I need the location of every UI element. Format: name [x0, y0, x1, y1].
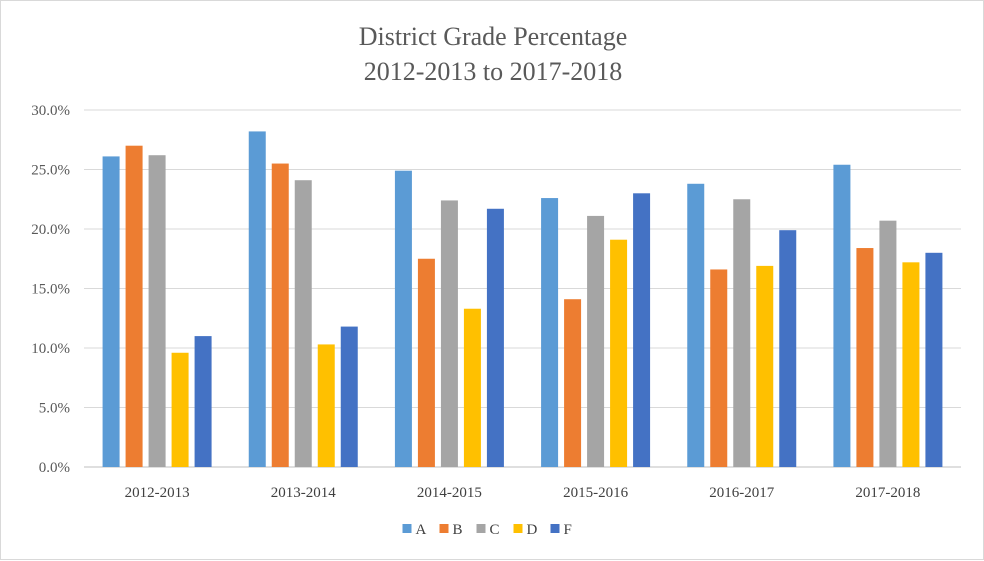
y-tick-label: 25.0%	[31, 163, 70, 179]
legend-swatch-f	[550, 524, 560, 533]
bar-a-2013-2014	[248, 131, 266, 468]
legend-swatch-a	[402, 524, 412, 533]
legend-label-f: F	[564, 522, 572, 538]
bar-b-2012-2013	[125, 145, 143, 467]
y-tick-label: 20.0%	[31, 222, 70, 238]
chart-title: District Grade Percentage	[359, 22, 628, 51]
bar-a-2016-2017	[687, 183, 705, 467]
bar-b-2017-2018	[856, 248, 874, 467]
bar-c-2013-2014	[294, 180, 312, 467]
y-axis-tick-labels: 0.0% 5.0% 10.0% 15.0% 20.0% 25.0% 30.0%	[31, 103, 70, 476]
bar-d-2015-2016	[610, 239, 628, 467]
x-category-label: 2015-2016	[563, 485, 628, 501]
x-category-label: 2016-2017	[709, 485, 774, 501]
bar-a-2014-2015	[394, 170, 412, 467]
bar-f-2014-2015	[486, 208, 504, 467]
bars	[102, 131, 943, 468]
x-category-label: 2017-2018	[855, 485, 920, 501]
bar-c-2012-2013	[148, 155, 166, 467]
gridlines	[84, 109, 961, 468]
bar-d-2013-2014	[317, 344, 335, 467]
legend-label-c: C	[490, 522, 500, 538]
bar-f-2013-2014	[340, 326, 358, 467]
legend-swatch-c	[476, 524, 486, 533]
bar-c-2016-2017	[733, 199, 751, 467]
legend-swatch-d	[513, 524, 523, 533]
bar-d-2014-2015	[463, 308, 481, 467]
legend-label-d: D	[527, 522, 538, 538]
y-tick-label: 30.0%	[31, 103, 70, 119]
bar-f-2012-2013	[194, 336, 212, 467]
x-category-label: 2014-2015	[417, 485, 482, 501]
bar-d-2012-2013	[171, 352, 189, 467]
x-category-label: 2012-2013	[125, 485, 190, 501]
bar-b-2013-2014	[271, 163, 289, 468]
bar-f-2017-2018	[925, 252, 943, 467]
y-tick-label: 0.0%	[39, 460, 70, 476]
bar-b-2016-2017	[710, 269, 728, 467]
bar-c-2014-2015	[440, 200, 458, 467]
bar-d-2016-2017	[756, 265, 774, 467]
bar-f-2016-2017	[779, 230, 797, 467]
legend-swatch-b	[439, 524, 449, 533]
legend-label-a: A	[416, 522, 427, 538]
y-tick-label: 15.0%	[31, 282, 70, 298]
bar-c-2015-2016	[587, 215, 605, 467]
y-tick-label: 5.0%	[39, 401, 70, 417]
legend-label-b: B	[453, 522, 463, 538]
bar-c-2017-2018	[879, 220, 897, 467]
x-axis-category-labels: 2012-2013 2013-2014 2014-2015 2015-2016 2016…	[125, 485, 921, 501]
bar-f-2015-2016	[633, 193, 651, 468]
bar-b-2014-2015	[417, 258, 435, 467]
x-category-label: 2013-2014	[271, 485, 336, 501]
chart-subtitle: 2012-2013 to 2017-2018	[364, 57, 623, 86]
y-tick-label: 10.0%	[31, 341, 70, 357]
bar-a-2015-2016	[541, 198, 559, 467]
bar-a-2012-2013	[102, 156, 120, 467]
bar-d-2017-2018	[902, 262, 920, 467]
bar-b-2015-2016	[564, 299, 582, 467]
bar-a-2017-2018	[833, 164, 851, 468]
